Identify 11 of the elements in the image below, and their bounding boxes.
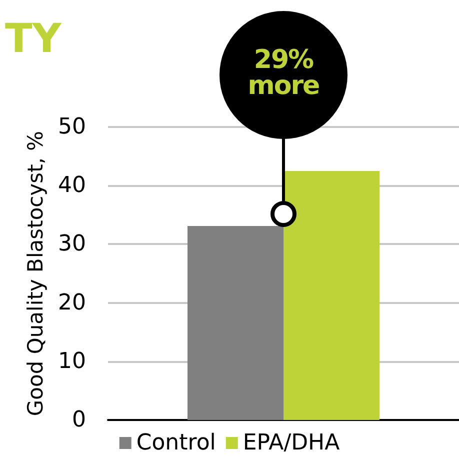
- y-tick-label: 20: [58, 290, 86, 316]
- y-tick-label: 0: [72, 408, 86, 432]
- legend-label: Control: [136, 430, 216, 456]
- y-tick-label: 30: [58, 232, 86, 257]
- y-tick-label: 10: [58, 348, 86, 374]
- y-tick-label: 50: [58, 114, 86, 140]
- chart-title: TY: [5, 16, 62, 62]
- y-tick-label: 40: [58, 173, 86, 198]
- text: 29% more: [246, 45, 320, 101]
- y-axis-title: Good Quality Blastocyst, %: [24, 130, 48, 416]
- legend-label: EPA/DHA: [242, 430, 340, 456]
